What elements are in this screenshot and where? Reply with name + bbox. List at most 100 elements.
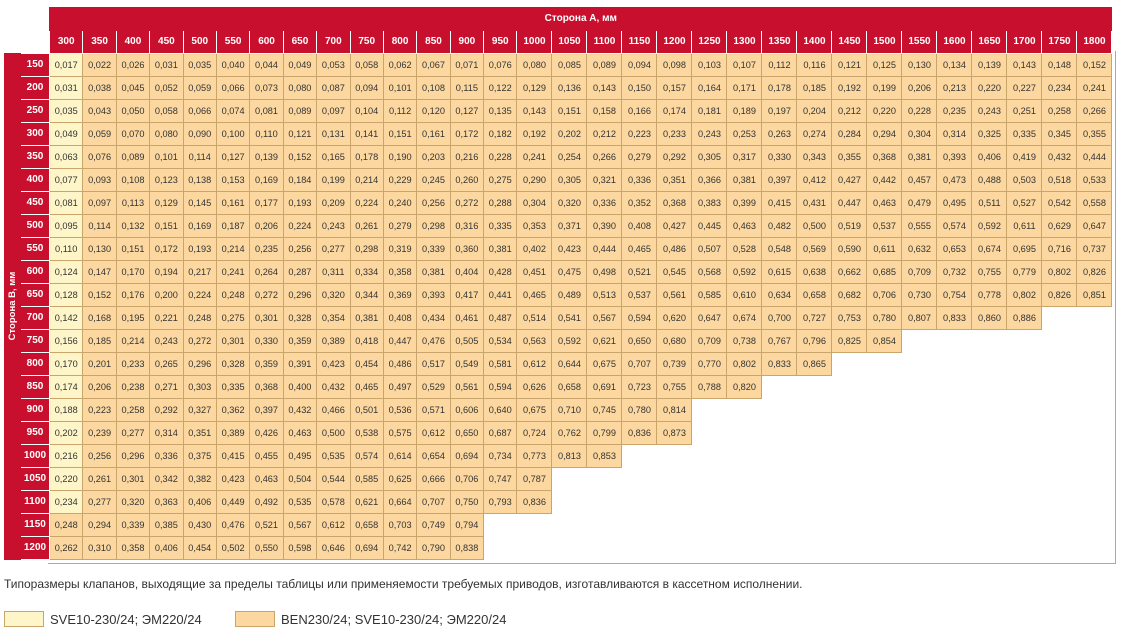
area-cell: 0,113 (115, 190, 151, 215)
area-cell: 0,112 (382, 98, 418, 123)
empty-cell (866, 490, 902, 513)
area-cell: 0,266 (586, 144, 623, 169)
area-cell: 0,514 (516, 305, 553, 330)
area-cell: 0,685 (866, 259, 903, 284)
area-cell: 0,662 (831, 259, 868, 284)
area-cell: 0,675 (586, 351, 623, 376)
area-cell: 0,488 (971, 167, 1008, 192)
area-cell: 0,203 (416, 144, 451, 169)
table-row: 350 0,063 0,076 0,089 0,101 0,114 0,127 0,139 0,… (5, 144, 1113, 169)
area-cell: 0,567 (586, 305, 623, 330)
area-cell: 0,288 (483, 190, 518, 215)
area-cell: 0,700 (761, 305, 798, 330)
empty-cell (551, 490, 587, 513)
area-cell: 0,044 (249, 52, 284, 77)
col-header-a: 500 (182, 30, 217, 54)
empty-cell (726, 467, 762, 490)
col-header-a: 1150 (621, 30, 658, 54)
area-cell: 0,366 (691, 167, 728, 192)
area-cell: 0,110 (249, 121, 284, 146)
area-cell: 0,644 (551, 351, 588, 376)
area-cell: 0,141 (349, 121, 384, 146)
empty-cell (971, 352, 1007, 375)
empty-cell (936, 444, 972, 467)
area-cell: 0,199 (866, 75, 903, 100)
empty-cell (1006, 444, 1042, 467)
area-cell: 0,156 (48, 328, 84, 353)
col-header-a: 300 (48, 30, 84, 54)
area-cell: 0,359 (282, 328, 318, 353)
area-cell: 0,243 (971, 98, 1008, 123)
empty-cell (866, 375, 902, 398)
area-cell: 0,362 (215, 397, 251, 422)
area-cell: 0,691 (586, 374, 623, 399)
area-cell: 0,723 (621, 374, 658, 399)
area-cell: 0,224 (182, 282, 217, 307)
empty-cell (551, 513, 587, 536)
area-cell: 0,066 (215, 75, 251, 100)
area-cell: 0,129 (149, 190, 184, 215)
area-cell: 0,558 (1076, 190, 1113, 215)
table-row: 900 0,188 0,223 0,258 0,292 0,327 0,362 0,397 0,… (5, 397, 1112, 422)
area-cell: 0,049 (48, 121, 84, 146)
area-cell: 0,151 (149, 213, 184, 238)
area-cell: 0,161 (416, 121, 451, 146)
empty-cell (866, 513, 902, 536)
area-cell: 0,077 (48, 167, 84, 192)
col-header-a: 950 (483, 30, 518, 54)
area-cell: 0,730 (901, 282, 938, 307)
area-cell: 0,381 (483, 236, 518, 261)
area-cell: 0,807 (901, 305, 938, 330)
row-header-b: 1100 (20, 489, 50, 514)
empty-cell (866, 398, 902, 421)
area-cell: 0,463 (726, 213, 763, 238)
area-cell: 0,040 (215, 52, 251, 77)
area-cell: 0,239 (82, 420, 117, 445)
area-cell: 0,296 (282, 282, 318, 307)
area-cell: 0,243 (691, 121, 728, 146)
area-cell: 0,185 (82, 328, 117, 353)
area-cell: 0,658 (796, 282, 833, 307)
area-cell: 0,130 (901, 52, 938, 77)
area-cell: 0,152 (1076, 52, 1113, 77)
col-header-a: 350 (82, 30, 117, 54)
area-cell: 0,449 (215, 489, 251, 514)
area-cell: 0,419 (1006, 144, 1043, 169)
empty-cell (936, 329, 972, 352)
area-cell: 0,074 (215, 98, 251, 123)
empty-cell (761, 536, 797, 559)
area-cell: 0,093 (82, 167, 117, 192)
area-cell: 0,860 (971, 305, 1008, 330)
area-cell: 0,535 (316, 443, 351, 468)
area-cell: 0,081 (48, 190, 84, 215)
area-cell: 0,216 (449, 144, 485, 169)
area-cell: 0,541 (551, 305, 588, 330)
area-cell: 0,412 (796, 167, 833, 192)
empty-cell (866, 421, 902, 444)
area-cell: 0,101 (149, 144, 184, 169)
empty-cell (971, 398, 1007, 421)
empty-cell (1041, 421, 1077, 444)
area-cell: 0,192 (516, 121, 553, 146)
area-cell: 0,658 (349, 512, 384, 537)
area-cell: 0,304 (516, 190, 553, 215)
area-cell: 0,408 (382, 305, 418, 330)
col-header-a: 1050 (551, 30, 588, 54)
area-cell: 0,390 (586, 213, 623, 238)
empty-cell (586, 490, 622, 513)
area-cell: 0,279 (621, 144, 658, 169)
area-cell: 0,451 (516, 259, 553, 284)
col-header-a: 700 (316, 30, 351, 54)
col-header-a: 1650 (971, 30, 1008, 54)
area-cell: 0,121 (831, 52, 868, 77)
table-row: 1050 0,220 0,261 0,301 0,342 0,382 0,423 0,463 0… (5, 466, 1112, 491)
area-cell: 0,444 (1076, 144, 1113, 169)
area-cell: 0,328 (215, 351, 251, 376)
area-cell: 0,381 (726, 167, 763, 192)
area-cell: 0,223 (621, 121, 658, 146)
area-cell: 0,031 (149, 52, 184, 77)
empty-cell (551, 536, 587, 559)
table-row: 500 0,095 0,114 0,132 0,151 0,169 0,187 0,206 0,… (5, 213, 1113, 238)
area-cell: 0,253 (726, 121, 763, 146)
area-cell: 0,454 (182, 535, 217, 560)
